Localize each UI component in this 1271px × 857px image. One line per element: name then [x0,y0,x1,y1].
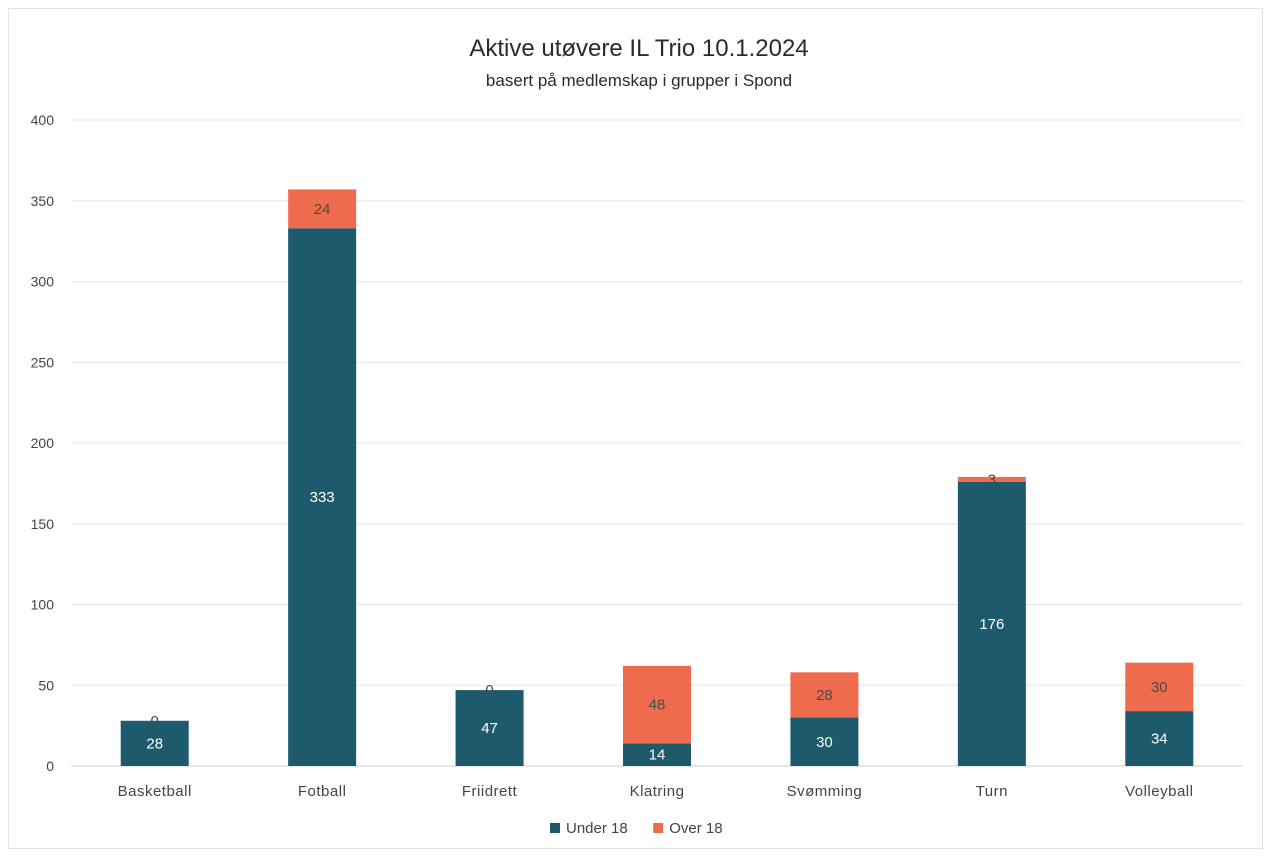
x-category-label: Friidrett [462,783,518,800]
x-category-label: Svømming [787,783,863,800]
data-label: 0 [151,713,159,730]
chart-frame: Aktive utøvere IL Trio 10.1.2024 basert … [8,8,1263,849]
stacked-bar-chart: Aktive utøvere IL Trio 10.1.2024 basert … [31,35,1243,837]
x-category-label: Volleyball [1125,783,1193,800]
legend-label: Over 18 [669,820,722,837]
data-label: 24 [314,201,331,218]
bar-under-18-svømming [790,717,859,766]
data-label: 3 [988,471,996,488]
chart-title: Aktive utøvere IL Trio 10.1.2024 [469,35,808,62]
bar-under-18-basketball [120,720,189,766]
x-category-label: Fotball [298,783,347,800]
bar-over-18-svømming [790,672,859,718]
data-label: 30 [816,734,833,751]
data-label: 34 [1151,731,1168,748]
bar-under-18-fotball [288,228,357,766]
data-label: 30 [1151,679,1168,696]
y-tick-label: 150 [31,516,55,532]
x-category-label: Klatring [630,783,685,800]
legend: Under 18 Over 18 [550,820,723,837]
data-label: 28 [146,735,163,752]
data-label: 176 [979,616,1004,633]
y-tick-label: 100 [31,597,55,613]
y-tick-label: 350 [31,193,55,209]
data-label: 14 [649,747,666,764]
legend-label: Under 18 [566,820,628,837]
bar-under-18-volleyball [1125,711,1194,766]
bar-under-18-friidrett [455,690,524,766]
y-tick-label: 50 [38,677,54,693]
x-category-label: Basketball [118,783,192,800]
bar-under-18-turn [957,481,1026,766]
data-label: 28 [816,687,833,704]
x-category-label: Turn [976,783,1008,800]
data-label: 0 [485,682,493,699]
bars [120,189,1194,766]
legend-swatch [653,823,664,833]
bar-over-18-volleyball [1125,662,1194,712]
data-labels: 28 0 333 24 47 0 14 48 30 28 176 3 34 30 [146,201,1167,764]
bar-over-18-klatring [623,665,691,744]
y-axis-ticks: 0 50 100 150 200 250 300 350 400 [31,112,55,774]
data-label: 48 [649,697,666,714]
bar-under-18-klatring [623,743,691,766]
y-tick-label: 400 [31,112,55,128]
bar-over-18-fotball [288,189,357,229]
data-label: 333 [310,489,335,506]
y-tick-label: 250 [31,354,55,370]
chart-subtitle: basert på medlemskap i grupper i Spond [486,71,792,90]
legend-swatch [550,823,560,833]
x-axis-categories: Basketball Fotball Friidrett Klatring Svømmi… [118,783,1193,800]
gridlines [71,119,1243,767]
bar-over-18-turn [957,476,1026,482]
y-tick-label: 200 [31,435,55,451]
y-tick-label: 300 [31,274,55,290]
data-label: 47 [481,720,498,737]
y-tick-label: 0 [46,758,54,774]
